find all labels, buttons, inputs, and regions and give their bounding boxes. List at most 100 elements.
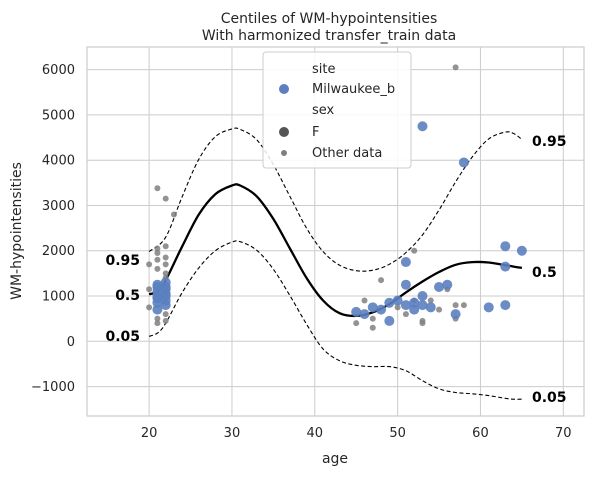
y-axis-label: WM-hypointensities [9,162,25,300]
legend-other-entry: Other data [312,146,382,161]
y-axis-ticks: −1000 0 1000 2000 3000 4000 5000 6000 [31,63,75,395]
site-data-point [160,291,171,302]
site-data-point [351,306,362,317]
site-data-point [152,304,163,315]
site-data-point [417,291,428,302]
site-data-point [152,293,163,304]
centile-curve-0.5 [148,183,523,318]
centile-curve-0.95 [148,127,523,272]
other-data-point [369,324,376,331]
site-data-point [500,300,511,311]
x-tick-label: 20 [141,426,158,441]
site-data-point [359,309,370,320]
legend-box [262,51,412,169]
site-data-point [500,261,511,272]
other-data-point [154,315,161,322]
legend: site Milwaukee_b sex F Other data [262,51,412,169]
site-data-point [409,304,420,315]
legend-sex-entry: F [312,125,319,140]
site-data-point [160,281,171,292]
other-data-point [460,302,467,309]
site-data-point [500,241,511,252]
y-tick-label: 5000 [42,108,75,123]
other-data-point [154,245,161,252]
x-tick-label: 70 [555,426,572,441]
legend-other-marker [281,150,287,156]
x-axis-label: age [322,451,348,467]
site-data-point [417,121,428,132]
data-points [146,64,527,331]
other-data-point [394,304,401,311]
site-data-point [516,245,527,256]
other-data-point [154,265,161,272]
other-data-point [154,185,161,192]
centile-label-left: 0.05 [105,329,140,345]
site-data-point [160,300,171,311]
x-axis-ticks: 20 30 40 50 60 70 [141,426,572,441]
centile-label-left: 0.95 [105,253,140,269]
chart-title: Centiles of WM-hypointensities [221,11,438,27]
chart-subtitle: With harmonized transfer_train data [202,28,456,44]
x-tick-label: 50 [389,426,406,441]
site-data-point [400,279,411,290]
x-tick-label: 40 [307,426,324,441]
other-data-point [162,311,169,318]
legend-sex-marker [279,127,289,137]
y-tick-label: 2000 [42,244,75,259]
site-data-point [376,304,387,315]
y-tick-label: 6000 [42,63,75,78]
x-tick-label: 30 [224,426,241,441]
centile-label-left: 0.5 [115,288,140,304]
other-data-point [154,256,161,263]
other-data-point [353,320,360,327]
other-data-point [162,243,169,250]
other-data-point [452,64,459,71]
other-data-point [411,247,418,254]
y-tick-label: 0 [67,335,75,350]
other-data-point [162,317,169,324]
centile-labels: 0.95 0.95 0.5 0.5 0.05 0.05 [105,134,566,406]
other-data-point [378,277,385,284]
x-tick-label: 60 [472,426,489,441]
centile-curves [148,127,523,400]
site-data-point [434,281,445,292]
site-data-point [442,279,453,290]
site-data-point [367,302,378,313]
y-tick-label: 4000 [42,154,75,169]
centile-label-right: 0.95 [532,134,567,150]
site-data-point [417,300,428,311]
site-data-point [483,302,494,313]
centile-label-right: 0.05 [532,390,567,406]
other-data-point [436,306,443,313]
site-data-point [400,257,411,268]
y-tick-label: −1000 [31,380,75,395]
other-data-point [146,304,153,311]
centile-label-right: 0.5 [532,265,557,281]
site-data-point [392,295,403,306]
y-tick-label: 3000 [42,199,75,214]
other-data-point [452,302,459,309]
y-tick-label: 1000 [42,290,75,305]
site-data-point [152,279,163,290]
other-data-point [427,297,434,304]
other-data-point [162,261,169,268]
other-data-point [154,320,161,327]
legend-site-title: site [312,62,335,77]
other-data-point [402,311,409,318]
other-data-point [154,250,161,257]
other-data-point [361,297,368,304]
legend-sex-title: sex [312,103,335,118]
other-data-point [369,315,376,322]
site-data-point [450,309,461,320]
site-data-point [458,157,469,168]
other-data-point [162,195,169,202]
site-data-point [384,315,395,326]
site-data-point [425,302,436,313]
legend-site-marker [279,84,289,94]
other-data-point [146,286,153,293]
centile-curve-0.05 [148,240,522,400]
site-data-point [384,297,395,308]
legend-site-entry: Milwaukee_b [312,82,395,97]
other-data-point [162,254,169,261]
